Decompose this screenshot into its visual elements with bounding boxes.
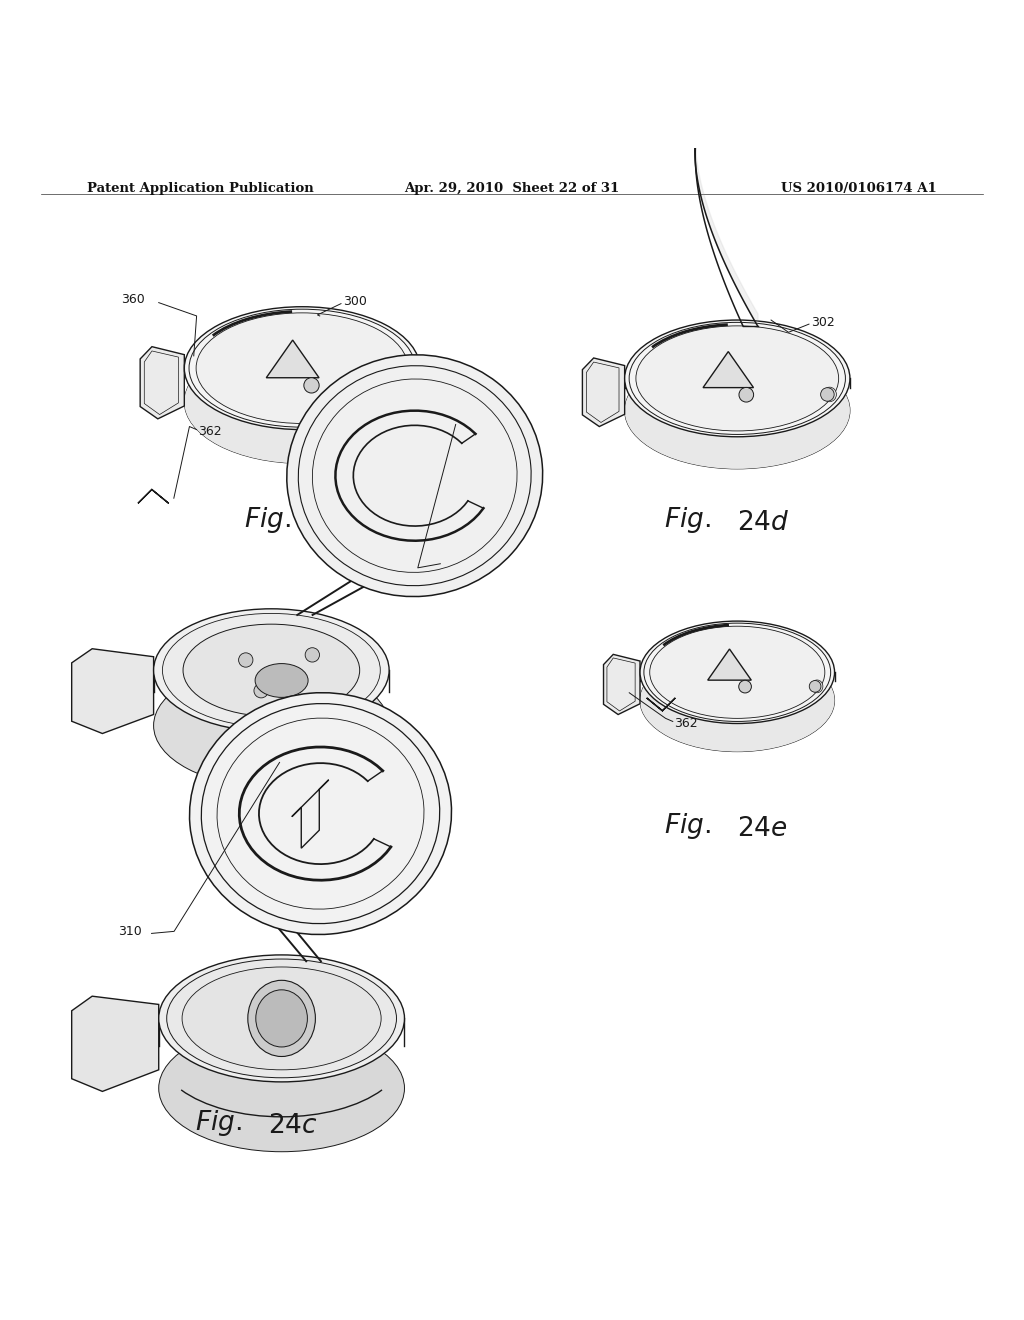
Ellipse shape (163, 614, 380, 727)
Ellipse shape (167, 960, 396, 1077)
Text: 362: 362 (674, 717, 697, 730)
Ellipse shape (184, 306, 420, 429)
Ellipse shape (255, 664, 308, 697)
Text: 362: 362 (198, 425, 221, 438)
Ellipse shape (649, 626, 825, 718)
Polygon shape (140, 347, 184, 418)
Ellipse shape (183, 624, 359, 717)
Ellipse shape (391, 378, 406, 393)
Ellipse shape (640, 649, 835, 751)
Text: $\mathit{Fig.}$: $\mathit{Fig.}$ (195, 810, 242, 841)
Ellipse shape (154, 609, 389, 731)
Ellipse shape (287, 355, 543, 597)
Polygon shape (266, 341, 319, 378)
Ellipse shape (625, 352, 850, 469)
Text: 302: 302 (811, 315, 835, 329)
Text: $\mathit{24b}$: $\mathit{24b}$ (268, 817, 319, 841)
Ellipse shape (154, 664, 389, 787)
Text: $\mathit{24c}$: $\mathit{24c}$ (268, 1114, 318, 1138)
Text: $\mathit{24a}$: $\mathit{24a}$ (317, 511, 368, 536)
Text: $\mathit{Fig.}$: $\mathit{Fig.}$ (664, 504, 711, 535)
Polygon shape (603, 655, 640, 714)
Text: Patent Application Publication: Patent Application Publication (87, 182, 313, 195)
Polygon shape (708, 649, 752, 680)
Polygon shape (583, 358, 625, 426)
Ellipse shape (640, 622, 835, 723)
Circle shape (738, 680, 752, 693)
Ellipse shape (184, 341, 420, 463)
Circle shape (820, 388, 835, 401)
Text: US 2010/0106174 A1: US 2010/0106174 A1 (781, 182, 937, 195)
Text: 310: 310 (118, 925, 141, 937)
Text: $\mathit{24d}$: $\mathit{24d}$ (737, 511, 790, 536)
Circle shape (254, 684, 268, 698)
Text: 360: 360 (121, 293, 144, 306)
Ellipse shape (256, 990, 307, 1047)
Text: 302: 302 (442, 556, 466, 568)
Text: $\mathit{Fig.}$: $\mathit{Fig.}$ (244, 504, 291, 535)
Ellipse shape (625, 352, 850, 469)
Text: $\mathit{24e}$: $\mathit{24e}$ (737, 817, 787, 841)
Ellipse shape (636, 326, 839, 430)
Ellipse shape (248, 981, 315, 1056)
Text: $\mathit{Fig.}$: $\mathit{Fig.}$ (195, 1107, 242, 1138)
Circle shape (739, 388, 754, 403)
Circle shape (305, 648, 319, 663)
Circle shape (809, 681, 821, 692)
Circle shape (239, 653, 253, 667)
Ellipse shape (196, 313, 408, 424)
Circle shape (389, 378, 403, 392)
Polygon shape (72, 997, 159, 1092)
Text: $\mathit{Fig.}$: $\mathit{Fig.}$ (664, 810, 711, 841)
Ellipse shape (159, 1024, 404, 1152)
Ellipse shape (189, 693, 452, 935)
Circle shape (304, 378, 319, 393)
Text: Apr. 29, 2010  Sheet 22 of 31: Apr. 29, 2010 Sheet 22 of 31 (404, 182, 620, 195)
Text: 300: 300 (343, 296, 367, 308)
Ellipse shape (182, 968, 381, 1069)
Polygon shape (703, 351, 754, 388)
Ellipse shape (823, 387, 837, 401)
Ellipse shape (640, 649, 835, 751)
Ellipse shape (625, 319, 850, 437)
Ellipse shape (159, 954, 404, 1082)
Ellipse shape (811, 680, 823, 693)
Ellipse shape (184, 341, 420, 463)
Polygon shape (72, 648, 154, 734)
